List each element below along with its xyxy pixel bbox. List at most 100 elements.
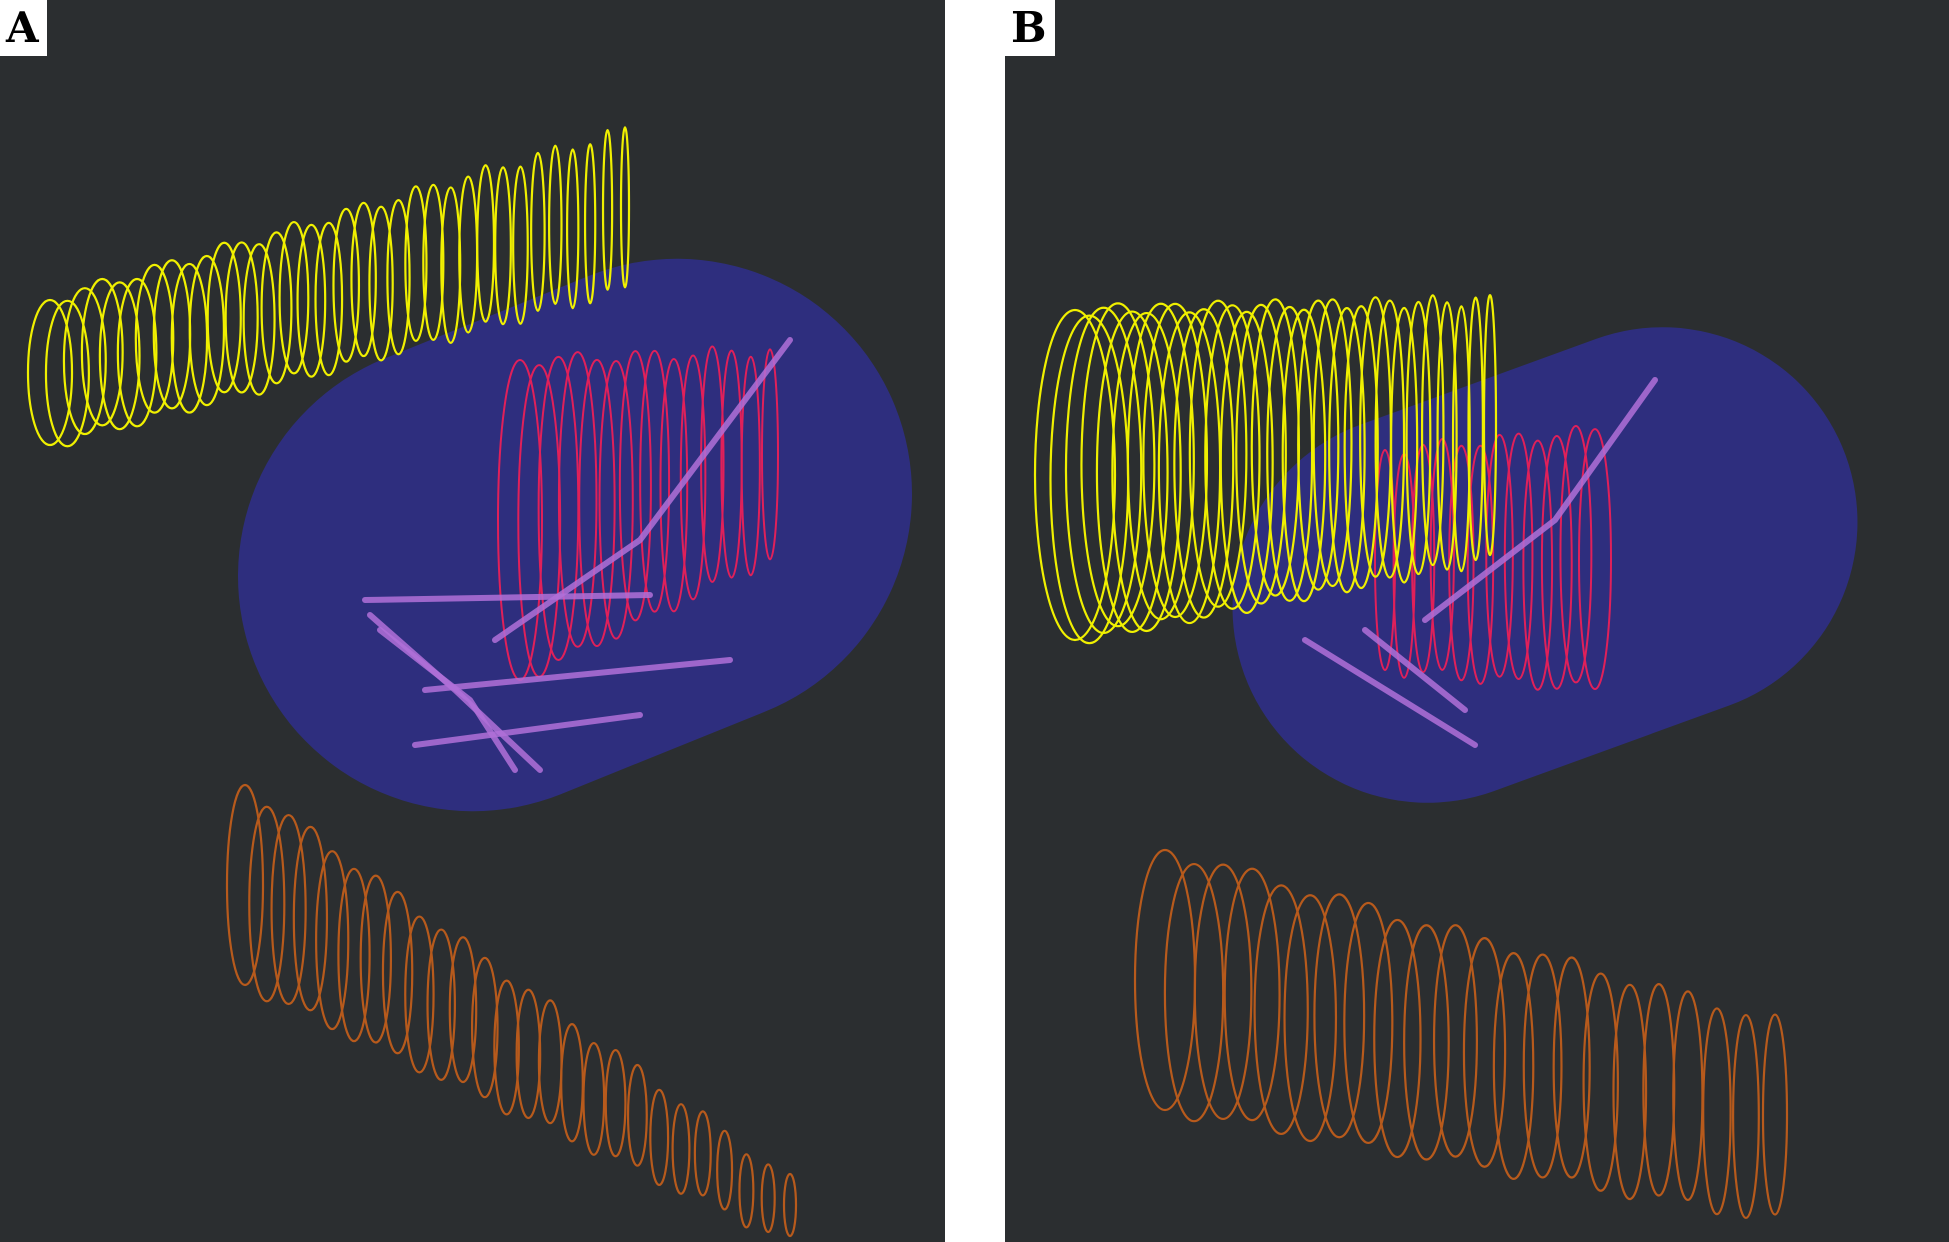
red-contours: [497, 345, 779, 681]
yellow-contours-loop: [1281, 308, 1327, 603]
yellow-contours-loop: [1142, 302, 1209, 619]
yellow-contours-loop: [565, 148, 580, 310]
orange-contours-loop: [649, 1088, 670, 1187]
orange-contours-loop: [270, 813, 307, 1006]
purple-line: [1362, 627, 1468, 713]
red-contours-loop: [740, 355, 761, 577]
orange-contours-loop: [225, 783, 265, 987]
orange-contours-loop: [426, 928, 456, 1082]
yellow-contours: [26, 126, 631, 448]
red-contours-loop: [639, 349, 671, 613]
red-contours-loop: [761, 348, 779, 561]
red-contours-loop: [1374, 449, 1396, 671]
yellow-contours-loop: [260, 231, 293, 385]
yellow-contours-loop: [1297, 299, 1340, 591]
orange-contours-loop: [515, 988, 542, 1120]
red-contours-loop: [679, 354, 707, 601]
purple-line: [1302, 637, 1478, 748]
yellow-contours-loop: [1033, 308, 1117, 642]
blue-ellipsoid: [1232, 327, 1858, 803]
panel-b-render: [1033, 293, 1858, 1220]
yellow-contours-loop: [134, 263, 175, 414]
red-contours-loop: [659, 358, 689, 613]
panel-b: B: [1005, 0, 1949, 1242]
yellow-contours-loop: [601, 129, 614, 291]
yellow-contours-loop: [1064, 306, 1143, 635]
purple-lines: [362, 337, 793, 773]
yellow-contours-loop: [224, 241, 259, 394]
panel-a-render: [26, 126, 912, 1238]
orange-contours-loop: [693, 1110, 712, 1197]
orange-contours-loop: [1163, 862, 1225, 1123]
yellow-contours-loop: [1420, 294, 1445, 567]
orange-contours-loop: [1313, 893, 1366, 1139]
orange-contours-loop: [537, 999, 563, 1125]
orange-contours-loop: [1522, 953, 1563, 1179]
yellow-contours-loop: [1436, 301, 1458, 571]
red-contours-loop: [1559, 425, 1593, 684]
yellow-contours-loop: [1095, 310, 1169, 634]
orange-contours-loop: [1552, 956, 1591, 1179]
orange-contours-loop: [1283, 894, 1338, 1143]
red-contours-loop: [557, 351, 598, 648]
yellow-contours-loop: [116, 277, 158, 428]
orange-contours-loop: [1612, 983, 1648, 1201]
orange-contours-loop: [626, 1063, 648, 1167]
yellow-contours-loop: [1235, 303, 1287, 605]
orange-contours-loop: [1403, 924, 1450, 1161]
orange-contours-loop: [1642, 983, 1676, 1197]
orange-contours-loop: [1731, 1013, 1760, 1220]
orange-contours-loop: [1672, 990, 1704, 1202]
red-contours-loop: [1522, 439, 1554, 691]
orange-contours-loop: [1582, 972, 1619, 1192]
purple-line: [377, 627, 518, 773]
yellow-contours-loop: [1390, 306, 1419, 584]
red-contours-loop: [1429, 437, 1455, 671]
purple-lines: [1302, 377, 1658, 748]
purple-line: [362, 592, 653, 603]
orange-contours-loop: [248, 805, 286, 1003]
orange-contours-loop: [716, 1129, 734, 1211]
yellow-contours-loop: [1111, 311, 1182, 633]
orange-contours-loop: [1253, 884, 1309, 1136]
yellow-contours-loop: [458, 175, 479, 334]
orange-contours-loop: [1373, 918, 1422, 1159]
panel-b-label: B: [1005, 0, 1055, 56]
yellow-contours-loop: [26, 298, 74, 447]
yellow-contours-loop: [494, 166, 512, 326]
orange-contours-loop: [1462, 937, 1507, 1168]
orange-contours: [1133, 848, 1789, 1220]
yellow-contours: [1033, 293, 1498, 645]
yellow-contours-loop: [1328, 306, 1366, 594]
yellow-contours-loop: [1312, 298, 1353, 588]
yellow-contours-loop: [1204, 304, 1261, 610]
orange-contours-loop: [1492, 952, 1535, 1180]
yellow-contours-loop: [1126, 302, 1195, 621]
yellow-contours-loop: [206, 241, 242, 394]
orange-contours-loop: [760, 1163, 776, 1234]
yellow-contours-loop: [1451, 305, 1471, 573]
yellow-contours-loop: [476, 164, 496, 323]
orange-contours-loop: [470, 956, 499, 1099]
yellow-contours-loop: [1405, 300, 1432, 576]
red-contours-loop: [700, 345, 725, 583]
orange-contours-loop: [582, 1041, 606, 1156]
orange-contours-loop: [1702, 1007, 1732, 1216]
orange-contours-loop: [1193, 863, 1253, 1121]
orange-contours-loop: [404, 915, 435, 1074]
blue-ellipsoid: [238, 258, 912, 812]
yellow-contours-loop: [1219, 310, 1274, 614]
yellow-contours-loop: [1343, 305, 1379, 590]
red-contours-loop: [598, 359, 634, 640]
yellow-contours-loop: [1467, 296, 1484, 562]
yellow-contours-loop: [1266, 305, 1314, 602]
red-contours-loop: [618, 350, 652, 622]
yellow-contours-loop: [1188, 299, 1248, 608]
orange-contours-loop: [381, 890, 414, 1055]
purple-line: [1422, 377, 1658, 623]
yellow-contours-loop: [386, 199, 411, 356]
orange-contours-loop: [448, 936, 478, 1084]
orange-contours-loop: [1343, 901, 1394, 1145]
yellow-contours-loop: [242, 243, 276, 396]
red-contours-loop: [1540, 435, 1573, 690]
